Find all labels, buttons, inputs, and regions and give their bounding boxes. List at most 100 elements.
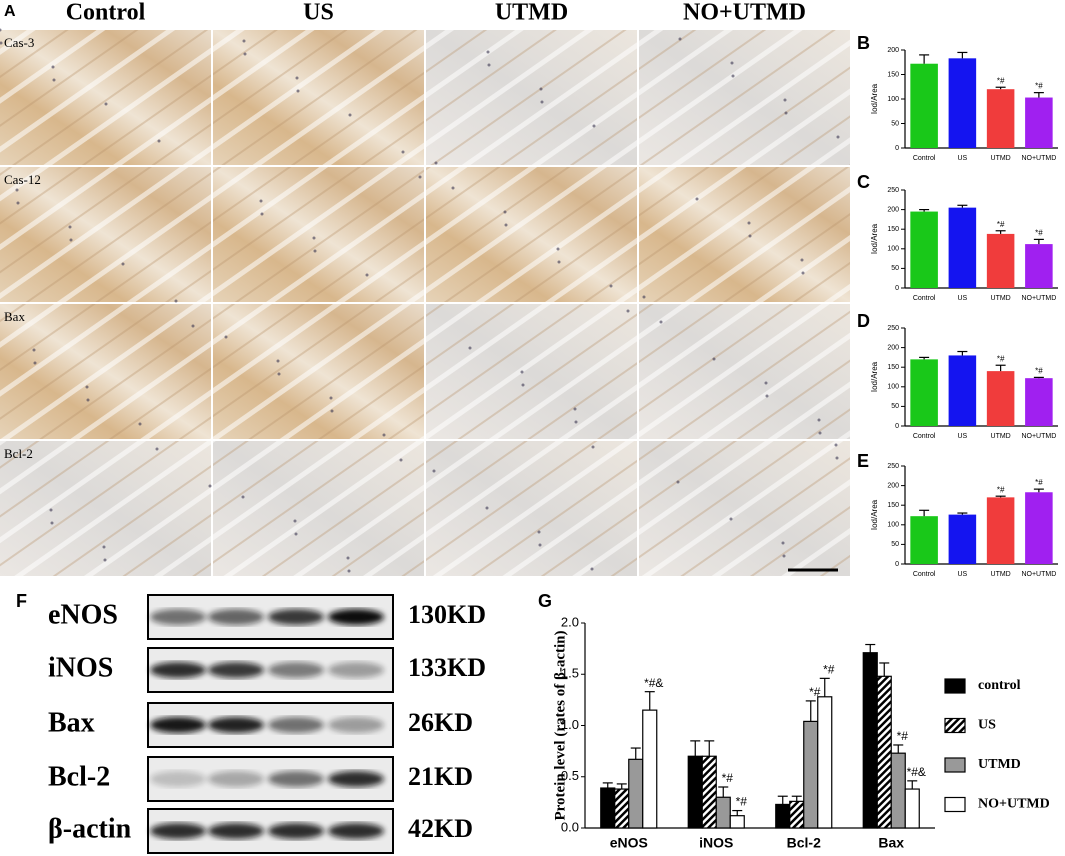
blot-band: [268, 609, 324, 625]
error-bar: [907, 780, 918, 790]
micrograph-texture: [0, 167, 211, 302]
stain-dot: [712, 357, 716, 361]
y-tick-label: 200: [887, 47, 899, 54]
stain-dot: [659, 320, 663, 324]
y-tick-label: 150: [887, 502, 899, 509]
y-axis-label: Protein level (rates of β-actin): [552, 630, 568, 820]
blot-band: [150, 717, 206, 733]
micrograph-texture: [426, 441, 637, 576]
x-tick-label: iNOS: [699, 835, 733, 851]
significance-label: *#: [722, 771, 734, 785]
y-tick-label: 0: [895, 285, 899, 292]
micrograph-texture: [213, 167, 424, 302]
stain-dot: [16, 201, 20, 205]
y-tick-label: 200: [887, 482, 899, 489]
error-bar: [995, 495, 1006, 498]
row-label: Bax: [4, 309, 25, 324]
protein-label: iNOS: [48, 652, 113, 683]
stain-dot: [51, 65, 55, 69]
x-tick-label: Control: [913, 295, 936, 302]
stain-dot: [556, 247, 560, 251]
bar: [876, 675, 892, 829]
blot-band: [150, 823, 206, 839]
x-tick-label: UTMD: [991, 295, 1011, 302]
error-bar: [1033, 488, 1044, 493]
bar: [715, 796, 731, 829]
blot-band: [208, 823, 264, 839]
bar: [775, 803, 791, 829]
stain-dot: [678, 37, 682, 41]
significance-label: *#: [1035, 478, 1043, 487]
stain-dot: [259, 199, 263, 203]
stain-dot: [485, 506, 489, 510]
blot-band: [268, 717, 324, 733]
stain-dot: [103, 558, 107, 562]
stain-dot: [312, 236, 316, 240]
stain-dot: [294, 532, 298, 536]
bar: [1025, 378, 1053, 426]
stain-dot: [764, 381, 768, 385]
y-tick-label: 150: [887, 364, 899, 371]
micrograph-texture: [213, 30, 424, 165]
y-tick-label: 50: [891, 541, 899, 548]
stain-dot: [783, 98, 787, 102]
stain-dot: [401, 150, 405, 154]
stain-dot: [731, 74, 735, 78]
stain-dot: [224, 335, 228, 339]
stain-dot: [817, 418, 821, 422]
stain-dot: [781, 541, 785, 545]
legend-label: NO+UTMD: [978, 797, 1050, 812]
stain-dot: [52, 78, 56, 82]
stain-dot: [295, 76, 299, 80]
blot-band: [268, 662, 324, 678]
x-tick-label: US: [958, 433, 968, 440]
stain-dot: [503, 210, 507, 214]
y-tick-label: 100: [887, 384, 899, 391]
y-tick-label: 250: [887, 463, 899, 470]
blot-band: [328, 823, 384, 839]
column-header: Control: [66, 0, 146, 26]
y-tick-label: 0.0: [561, 819, 579, 834]
error-bar: [893, 744, 904, 754]
y-tick-label: 0: [895, 423, 899, 430]
blot-band: [268, 771, 324, 787]
y-tick-label: 200: [887, 344, 899, 351]
x-tick-label: NO+UTMD: [1021, 155, 1056, 162]
stain-dot: [835, 456, 839, 460]
micrograph-texture: [639, 304, 850, 439]
stain-dot: [86, 398, 90, 402]
blot-band: [208, 609, 264, 625]
stain-dot: [32, 348, 36, 352]
x-tick-label: UTMD: [991, 571, 1011, 578]
stain-dot: [15, 188, 19, 192]
y-tick-label: 100: [887, 96, 899, 103]
bar: [1025, 492, 1053, 564]
blot-band: [208, 717, 264, 733]
stain-dot: [590, 567, 594, 571]
stain-dot: [540, 100, 544, 104]
bar: [910, 63, 938, 148]
stain-dot: [537, 530, 541, 534]
stain-dot: [782, 554, 786, 558]
error-bar: [1033, 376, 1044, 379]
bar: [642, 709, 658, 829]
stain-dot: [382, 433, 386, 437]
stain-dot: [157, 139, 161, 143]
stain-dot: [69, 238, 73, 242]
stain-dot: [241, 495, 245, 499]
error-bar: [616, 783, 627, 790]
stain-dot: [293, 519, 297, 523]
y-tick-label: 0: [895, 561, 899, 568]
y-tick-label: 0.5: [561, 768, 579, 783]
bar: [948, 514, 977, 564]
micrograph-texture: [213, 304, 424, 439]
error-bar: [718, 786, 729, 798]
x-tick-label: US: [958, 571, 968, 578]
significance-label: *#: [1035, 367, 1043, 376]
significance-label: *#: [997, 220, 1005, 229]
stain-dot: [330, 409, 334, 413]
bar: [948, 58, 977, 148]
stain-dot: [102, 545, 106, 549]
